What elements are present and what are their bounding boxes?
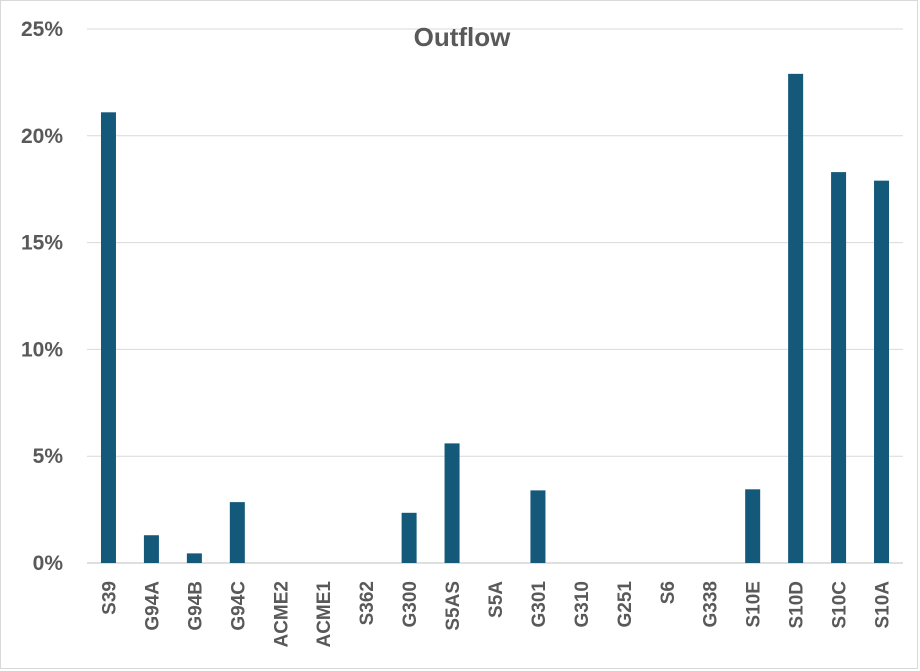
bar bbox=[143, 535, 159, 563]
x-tick-label: G251 bbox=[615, 581, 636, 628]
bar bbox=[186, 553, 202, 563]
x-axis-ticks: S39 G94A G94B G94C ACME2 ACME1 S362 G300 S5AS S5A… bbox=[99, 581, 893, 648]
x-tick-label: G94A bbox=[142, 581, 163, 631]
bar bbox=[100, 112, 116, 563]
y-tick-label: 15% bbox=[21, 232, 63, 255]
bar bbox=[530, 490, 546, 563]
bar bbox=[788, 73, 804, 563]
x-tick-label: G300 bbox=[400, 581, 421, 627]
x-tick-label: S39 bbox=[99, 581, 120, 615]
x-tick-label: S10E bbox=[744, 581, 765, 627]
bar bbox=[229, 502, 245, 563]
x-tick-label: ACME1 bbox=[314, 581, 335, 648]
x-tick-label: S362 bbox=[357, 581, 378, 625]
y-tick-label: 10% bbox=[21, 338, 63, 361]
x-tick-label: G338 bbox=[701, 581, 722, 627]
x-tick-label: G301 bbox=[529, 581, 550, 628]
chart-title: Outflow bbox=[414, 22, 512, 52]
bar bbox=[831, 172, 847, 563]
y-tick-label: 25% bbox=[21, 18, 63, 41]
bar bbox=[745, 489, 761, 563]
x-tick-label: G94C bbox=[228, 581, 249, 631]
x-tick-label: S5AS bbox=[443, 581, 464, 631]
gridlines bbox=[87, 28, 903, 564]
y-tick-label: 20% bbox=[21, 125, 63, 148]
x-tick-label: S10D bbox=[787, 581, 808, 629]
y-tick-label: 0% bbox=[33, 552, 64, 575]
x-tick-label: S10A bbox=[873, 581, 894, 629]
y-tick-label: 5% bbox=[33, 445, 64, 468]
x-tick-label: S5A bbox=[486, 581, 507, 618]
bar bbox=[444, 443, 460, 563]
bar bbox=[401, 512, 417, 563]
x-tick-label: G94B bbox=[185, 581, 206, 631]
y-axis-ticks: 0% 5% 10% 15% 20% 25% bbox=[21, 18, 63, 575]
bars bbox=[100, 73, 890, 563]
x-tick-label: S6 bbox=[658, 581, 679, 604]
x-tick-label: G310 bbox=[572, 581, 593, 627]
x-tick-label: S10C bbox=[830, 581, 851, 629]
x-tick-label: ACME2 bbox=[271, 581, 292, 648]
bar bbox=[874, 180, 890, 563]
